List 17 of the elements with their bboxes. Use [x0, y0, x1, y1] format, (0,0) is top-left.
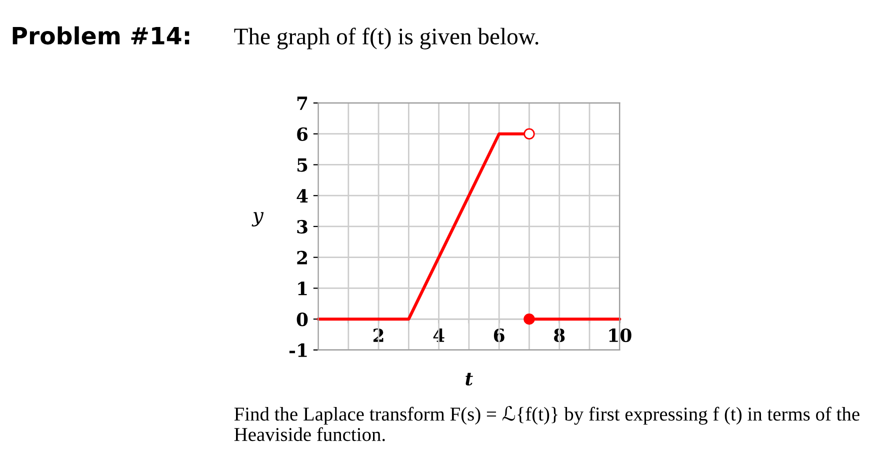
y-tick-label: 0	[296, 312, 308, 326]
y-tick-label: 3	[297, 220, 308, 234]
x-tick-label: 10	[609, 328, 632, 342]
text: Problem #14:	[12, 26, 190, 45]
text: Find the Laplace transform F(s) = ℒ{f(t)} by first expressing f (t) in terms of the Heaviside function.	[234, 406, 860, 442]
x-tick-label: 8	[554, 328, 565, 342]
y-tick-label: 6	[297, 127, 308, 141]
y-tick-label: -1	[289, 343, 307, 357]
x-tick-label: 6	[494, 328, 504, 342]
y-tick-label: 4	[296, 189, 308, 202]
y-tick-label: 1	[298, 282, 307, 296]
x-axis-title: t	[466, 372, 473, 386]
y-tick-label: 7	[297, 96, 308, 110]
y-tick-label: 5	[297, 158, 308, 172]
y-axis-title: y	[252, 212, 264, 226]
y-tick-label: 2	[297, 250, 307, 264]
chart-subtitle: The graph of f(t) is given below.	[234, 28, 538, 50]
